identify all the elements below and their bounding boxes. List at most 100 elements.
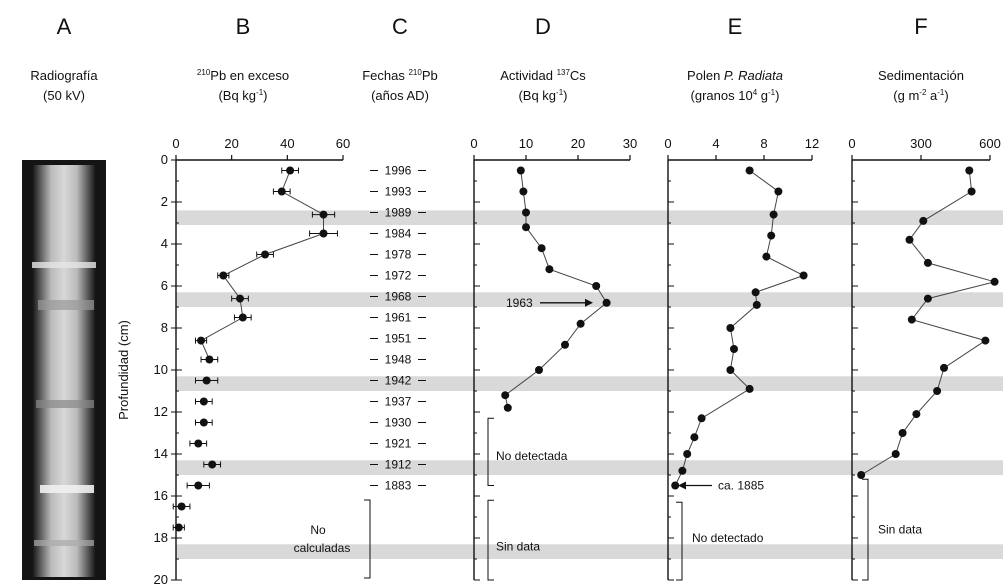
panel-b-note-line2: calculadas xyxy=(294,541,351,555)
panel-b-series-line xyxy=(200,170,325,360)
panel-e-point-16 xyxy=(671,481,680,490)
panel-b-x-tick-label: 60 xyxy=(336,136,350,151)
panel-e-x-tick-label: 4 xyxy=(712,136,719,151)
band-2 xyxy=(176,376,1003,391)
panel-e-units: (granos 104 g-1) xyxy=(691,88,780,103)
panel-b-y-tick-label: 2 xyxy=(161,194,168,209)
panel-b-bracket xyxy=(364,499,371,579)
panel-b-x-tick-label: 40 xyxy=(280,136,294,151)
panel-f-point-7 xyxy=(907,315,916,324)
panel-e-point-3 xyxy=(767,231,776,240)
panel-f-bracket xyxy=(862,478,869,581)
panel-e-point-13 xyxy=(690,433,699,442)
panel-b-y-tick-label: 14 xyxy=(154,446,168,461)
panel-b-plot: 0 20 40 60 0 2 4 6 8 10 12 14 16 18 20 No calculadas xyxy=(154,136,371,587)
panel-d-point-6 xyxy=(592,282,601,290)
annotation-1885: ca. 1885 xyxy=(718,479,764,493)
panel-b-point-2 xyxy=(319,210,328,219)
panel-f-no-data: Sin data xyxy=(878,523,922,537)
panel-d-point-10 xyxy=(535,366,543,374)
date-label-1972: 1972 xyxy=(385,269,412,283)
panel-e-point-11 xyxy=(745,384,754,393)
panel-d-point-4 xyxy=(537,244,546,253)
panel-f-point-0 xyxy=(965,166,974,175)
date-label-1968: 1968 xyxy=(385,290,412,304)
panel-b-y-tick-label: 18 xyxy=(154,530,168,545)
date-label-1912: 1912 xyxy=(385,458,412,472)
date-label-1996: 1996 xyxy=(385,164,412,178)
panel-b-x-tick-label: 20 xyxy=(224,136,238,151)
panel-f-title: Sedimentación xyxy=(878,68,964,83)
annotation-1963-arrowhead xyxy=(585,298,593,307)
panel-b-y-tick-label: 20 xyxy=(154,572,168,587)
panel-f-point-11 xyxy=(912,410,921,419)
panel-f-point-8 xyxy=(981,336,990,345)
panel-a-letter: A xyxy=(57,14,72,39)
panel-f-plot: 0 300 600 Sin data xyxy=(848,136,1001,581)
panel-b-x-tick-label: 0 xyxy=(172,136,179,151)
panel-d-no-detect: No detectada xyxy=(496,449,568,463)
panel-e-no-detect: No detectado xyxy=(692,531,764,545)
panel-f-point-5 xyxy=(990,277,999,286)
panel-e-point-6 xyxy=(751,288,760,297)
panel-b-title: 210Pb en exceso xyxy=(197,68,289,83)
panel-c-title: Fechas 210Pb xyxy=(362,68,438,83)
panel-d-point-11 xyxy=(501,391,510,400)
panel-e-point-2 xyxy=(769,210,778,219)
panel-d-point-8 xyxy=(576,319,585,328)
band-0 xyxy=(176,210,1003,226)
date-label-1989: 1989 xyxy=(385,206,412,220)
y-axis-label: Profundidad (cm) xyxy=(116,320,131,420)
panel-e-point-4 xyxy=(762,252,771,261)
date-label-1951: 1951 xyxy=(385,332,412,346)
panel-e-point-8 xyxy=(726,324,735,332)
panel-c-subtitle: (años AD) xyxy=(371,88,429,103)
panel-c-dates: 1996 1993 1989 1984 1978 1972 1968 1961 1951 1948… xyxy=(370,164,426,493)
panel-d-point-12 xyxy=(503,403,512,412)
panel-e-point-1 xyxy=(774,187,783,196)
panel-f-point-6 xyxy=(923,294,932,303)
panel-b-point-11 xyxy=(199,397,208,406)
panel-e-point-15 xyxy=(678,466,687,475)
date-label-1984: 1984 xyxy=(385,227,412,241)
panel-e-x-tick-label: 0 xyxy=(664,136,671,151)
panel-b-y-tick-label: 0 xyxy=(161,152,168,167)
panel-d-bracket-nodata xyxy=(487,499,494,581)
panel-b-y-tick-label: 10 xyxy=(154,362,168,377)
panel-b-letter: B xyxy=(236,14,251,39)
panel-e-x-tick-label: 8 xyxy=(760,136,767,151)
panel-b-point-15 xyxy=(194,481,203,490)
panel-d-point-9 xyxy=(561,340,569,349)
panel-b-y-tick-label: 4 xyxy=(161,236,168,251)
date-label-1942: 1942 xyxy=(385,374,412,388)
panel-d-point-2 xyxy=(522,208,530,217)
date-label-1937: 1937 xyxy=(385,395,412,409)
panel-f-point-13 xyxy=(891,450,900,458)
panel-b-point-13 xyxy=(194,439,203,448)
panel-d-series-line xyxy=(504,170,608,408)
panel-b-point-17 xyxy=(174,523,183,532)
panel-f-point-10 xyxy=(933,387,942,395)
panel-e-bracket xyxy=(676,501,683,581)
panel-f-units: (g m-2 a-1) xyxy=(893,88,948,103)
date-label-1978: 1978 xyxy=(385,248,412,262)
panel-d-units: (Bq kg-1) xyxy=(518,88,567,103)
band-3 xyxy=(176,460,1003,475)
panel-b-point-3 xyxy=(319,229,328,238)
panel-e-point-10 xyxy=(726,366,735,374)
panel-d-title: Actividad 137Cs xyxy=(500,68,586,83)
date-label-1930: 1930 xyxy=(385,416,412,430)
panel-e-title: Polen P. Radiata xyxy=(687,68,783,83)
panel-b-y-tick-label: 8 xyxy=(161,320,168,335)
panel-d-point-5 xyxy=(545,265,554,274)
panel-f-x-tick-label: 0 xyxy=(848,136,855,151)
date-label-1921: 1921 xyxy=(385,437,412,451)
panel-f-x-tick-label: 300 xyxy=(910,136,932,151)
panel-a-subtitle: (50 kV) xyxy=(43,88,85,103)
date-label-1993: 1993 xyxy=(385,185,412,199)
panel-b-note-line1: No xyxy=(310,523,326,537)
panel-d-point-1 xyxy=(519,187,528,196)
panel-e-point-14 xyxy=(683,450,692,458)
annotation-1885-arrowhead xyxy=(678,481,686,490)
panel-d-x-tick-label: 20 xyxy=(571,136,585,151)
